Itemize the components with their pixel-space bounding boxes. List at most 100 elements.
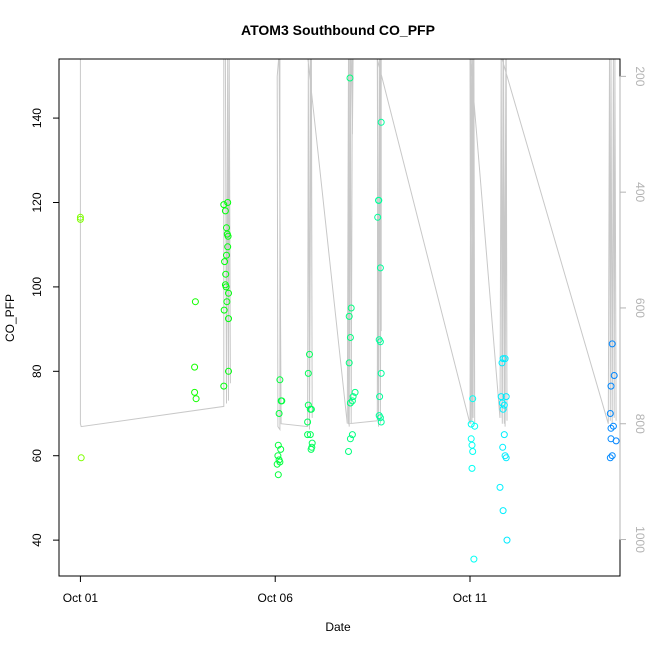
data-point: [376, 264, 384, 272]
data-point: [192, 395, 200, 403]
data-point: [377, 369, 385, 377]
data-point: [499, 507, 507, 515]
data-point: [276, 376, 284, 384]
right-tick-label: 200: [633, 66, 647, 86]
data-point: [351, 388, 359, 396]
data-point: [346, 399, 354, 407]
data-point: [222, 283, 230, 291]
data-point: [304, 431, 312, 439]
x-tick-label: Oct 11: [453, 591, 488, 605]
data-point: [225, 289, 232, 297]
data-point: [222, 270, 230, 278]
data-point: [347, 304, 355, 312]
data-point: [220, 382, 228, 390]
data-point: [500, 401, 508, 409]
data-point: [608, 340, 616, 348]
right-tick-label: 1000: [633, 526, 647, 553]
data-point: [274, 471, 282, 479]
data-point: [502, 393, 510, 401]
data-point: [220, 201, 228, 209]
data-point: [276, 458, 284, 466]
flight-path-layer: [79, 59, 617, 432]
data-point: [191, 363, 199, 371]
data-point: [306, 431, 314, 439]
data-point: [223, 298, 231, 306]
y-tick-label: 60: [30, 449, 44, 463]
data-point: [278, 397, 286, 405]
data-point: [224, 232, 232, 240]
data-point: [607, 435, 615, 443]
data-point: [497, 393, 505, 401]
data-point: [496, 483, 504, 491]
data-point: [376, 393, 384, 401]
data-point: [225, 367, 232, 375]
points-layer: [76, 74, 620, 563]
data-point: [349, 393, 357, 401]
data-point: [503, 536, 511, 544]
y-axis-left: 40 60 80 100 120 140: [30, 108, 60, 547]
right-tick-label: 800: [633, 414, 647, 434]
y-tick-label: 80: [30, 364, 44, 378]
data-point: [607, 382, 615, 390]
data-point: [374, 213, 382, 221]
data-point: [274, 452, 282, 460]
data-point: [221, 207, 229, 215]
y-tick-label: 140: [30, 108, 44, 128]
data-point: [471, 422, 479, 430]
data-point: [346, 334, 354, 341]
data-point: [502, 454, 510, 462]
data-point: [191, 388, 199, 396]
y-tick-label: 40: [30, 533, 44, 547]
data-point: [469, 395, 477, 403]
x-tick-label: Oct 06: [258, 591, 294, 605]
data-point: [375, 196, 383, 204]
data-point: [346, 74, 354, 82]
data-point: [348, 431, 356, 439]
data-point: [377, 118, 385, 126]
data-point: [224, 243, 232, 251]
y-axis-label: CO_PFP: [3, 294, 17, 342]
data-point: [608, 452, 616, 460]
y-axis-right: 200 400 600 800 1000: [619, 66, 647, 553]
x-axis: Oct 01 Oct 06 Oct 11: [63, 575, 488, 605]
data-point: [499, 443, 507, 451]
data-point: [345, 448, 352, 455]
data-point: [304, 369, 312, 377]
x-axis-label: Date: [325, 620, 351, 634]
y-tick-label: 120: [30, 192, 44, 212]
data-point: [223, 251, 230, 259]
data-point: [346, 435, 354, 443]
flight-path-line: [79, 59, 617, 432]
data-point: [468, 464, 476, 472]
data-point: [500, 431, 508, 439]
data-point: [467, 420, 475, 428]
data-point: [221, 258, 229, 266]
data-point: [277, 445, 285, 453]
chart-title: ATOM3 Southbound CO_PFP: [241, 22, 435, 38]
data-point: [307, 445, 315, 453]
data-point: [469, 448, 477, 455]
right-tick-label: 600: [633, 298, 647, 318]
data-point: [306, 350, 313, 358]
data-point: [191, 298, 199, 306]
data-point: [275, 410, 283, 417]
data-point: [77, 454, 85, 462]
data-point: [307, 405, 315, 413]
data-point: [225, 315, 232, 323]
data-point: [76, 215, 84, 223]
data-point: [470, 555, 478, 563]
data-point: [606, 454, 614, 462]
data-point: [377, 418, 385, 426]
data-point: [345, 312, 353, 320]
data-point: [499, 355, 507, 363]
data-point: [220, 306, 228, 314]
x-tick-label: Oct 01: [63, 591, 99, 605]
data-point: [499, 405, 507, 413]
data-point: [376, 338, 384, 346]
data-point: [376, 414, 384, 422]
y-tick-label: 100: [30, 277, 44, 297]
right-tick-label: 400: [633, 182, 647, 202]
data-point: [76, 213, 84, 221]
